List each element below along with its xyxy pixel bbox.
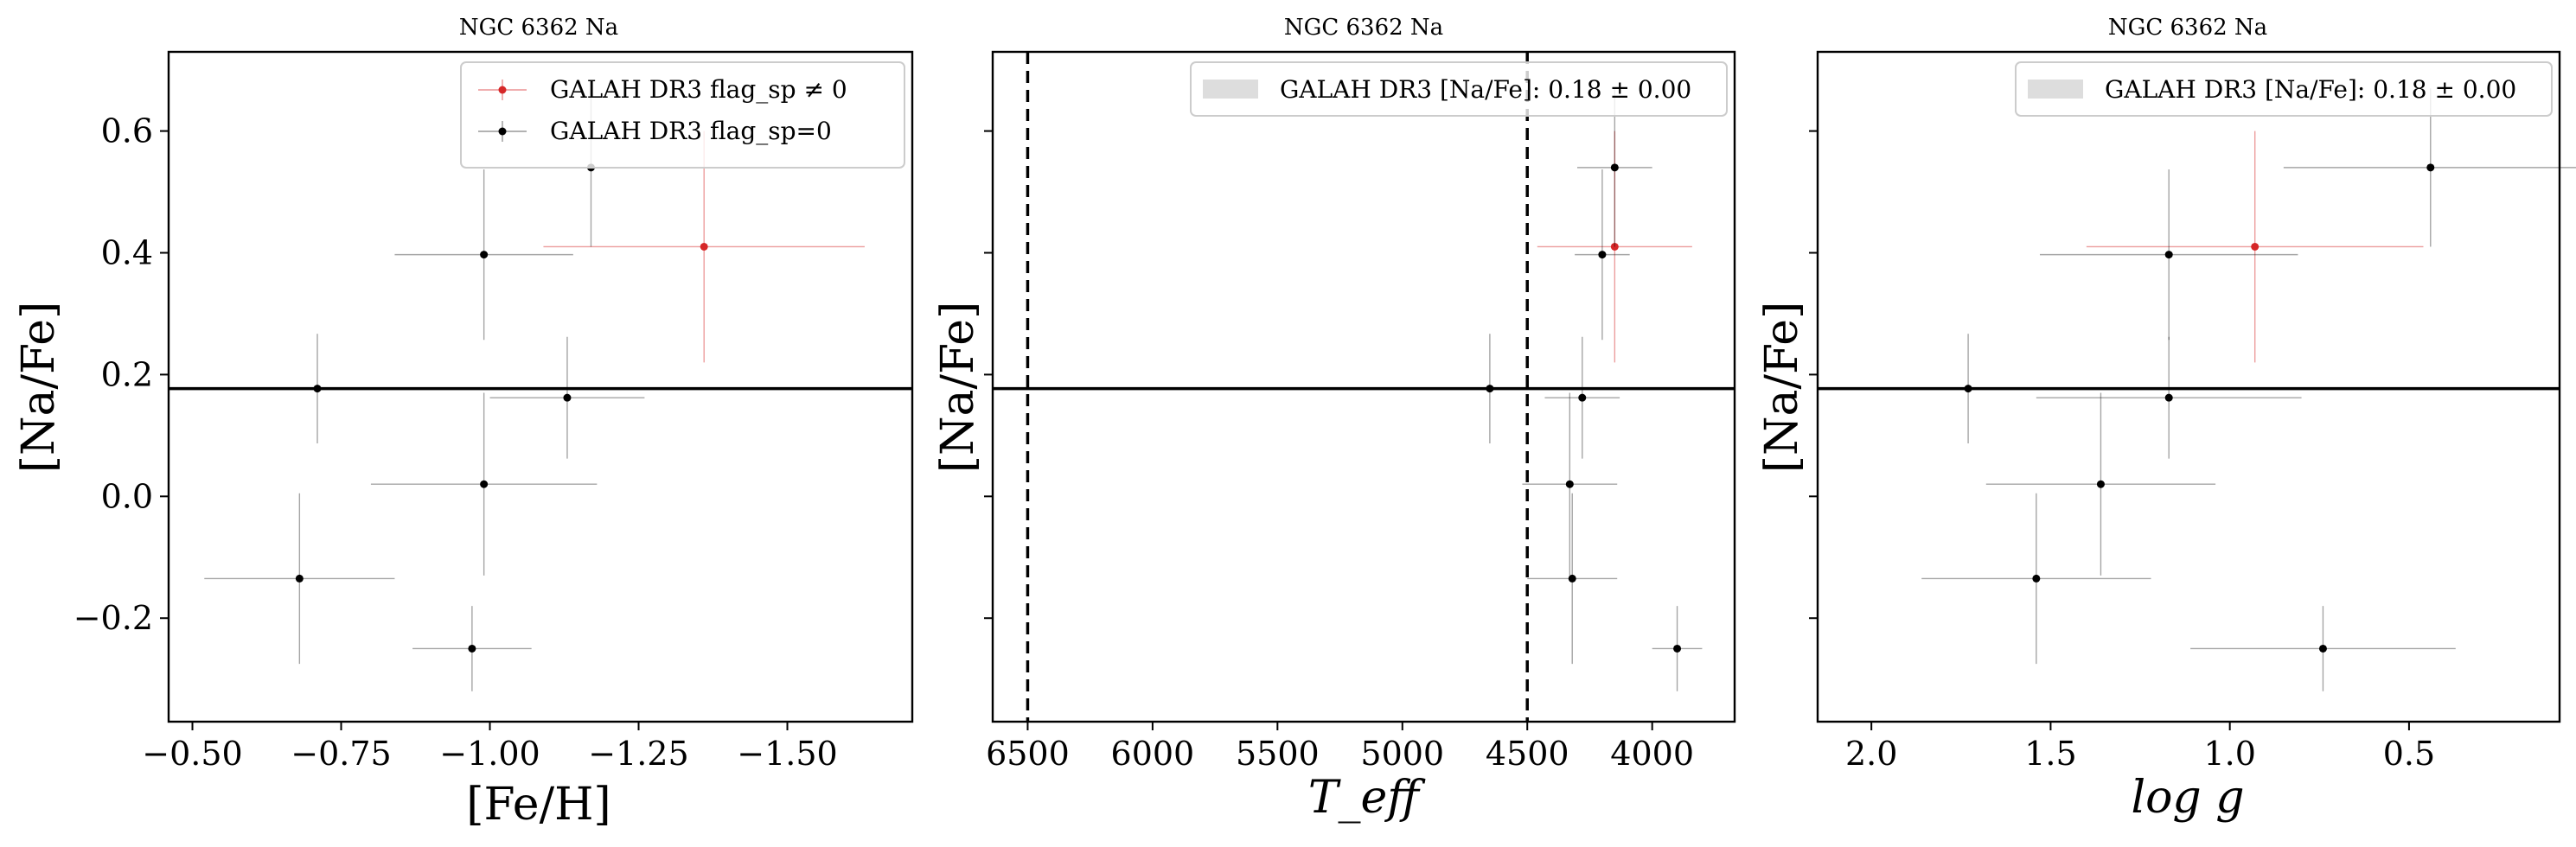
marker xyxy=(313,385,322,393)
marker xyxy=(1486,385,1494,393)
marker xyxy=(295,574,304,583)
y-axis-label: [Na/Fe] xyxy=(932,302,984,474)
panel-title: NGC 6362 Na xyxy=(2108,15,2267,41)
axes-frame xyxy=(991,50,1736,723)
marker xyxy=(2426,163,2435,172)
plot-area xyxy=(993,52,1735,722)
marker xyxy=(563,393,572,402)
x-tick-label: 5500 xyxy=(1236,735,1320,773)
plot-area xyxy=(1818,88,2576,691)
legend-label-band: GALAH DR3 [Na/Fe]: 0.18 ± 0.00 xyxy=(2105,75,2516,104)
marker xyxy=(480,251,489,259)
x-tick-label: 1.0 xyxy=(2203,735,2255,773)
y-axis-label: [Na/Fe] xyxy=(1756,302,1808,474)
marker xyxy=(2164,393,2173,402)
marker xyxy=(1598,251,1607,259)
marker xyxy=(1568,574,1576,583)
marker xyxy=(480,480,489,488)
marker xyxy=(2318,644,2327,653)
x-tick-label: 2.0 xyxy=(1845,735,1897,773)
data-point xyxy=(313,334,322,444)
data-point xyxy=(1486,334,1494,444)
legend: GALAH DR3 flag_sp ≠ 0 GALAH DR3 flag_sp=… xyxy=(460,61,905,169)
x-tick-label: 4500 xyxy=(1486,735,1569,773)
data-point xyxy=(412,606,532,691)
data-point-flagged xyxy=(543,131,865,363)
legend-marker-good xyxy=(478,121,527,142)
data-point xyxy=(1544,336,1620,459)
marker xyxy=(1578,393,1587,402)
data-point xyxy=(1522,392,1618,576)
ticks: −0.50 −0.75 −1.00 −1.25 −1.50 −0.2 0.0 0.2 0.4 0.… xyxy=(74,112,838,773)
panel-logg: NGC 6362 Na 2.0 1.5 1.0 0.5 log g [Na/Fe] G… xyxy=(1756,15,2576,824)
panel-title: NGC 6362 Na xyxy=(1284,15,1443,41)
marker xyxy=(700,242,708,251)
x-tick-label: −1.00 xyxy=(439,735,540,773)
data-point xyxy=(1985,392,2216,576)
marker xyxy=(1964,385,1972,393)
x-axis-label: T_eff xyxy=(1308,772,1426,824)
panel-teff: NGC 6362 Na 6500 6000 5500 5000 4500 4000 T_e… xyxy=(932,15,1736,824)
x-axis-label: log g xyxy=(2131,772,2244,824)
x-tick-label: 6500 xyxy=(986,735,1070,773)
legend-box xyxy=(460,61,905,169)
x-tick-label: 1.5 xyxy=(2024,735,2076,773)
data-point xyxy=(394,169,573,341)
legend-label-band: GALAH DR3 [Na/Fe]: 0.18 ± 0.00 xyxy=(1280,75,1691,104)
data-point xyxy=(1964,334,1972,444)
x-tick-label: 6000 xyxy=(1111,735,1195,773)
legend-band-patch xyxy=(2028,80,2083,99)
legend-marker-flagged xyxy=(478,80,527,100)
marker xyxy=(1673,644,1682,653)
legend-band-patch xyxy=(1203,80,1258,99)
data-point xyxy=(2039,169,2298,341)
x-tick-label: 0.5 xyxy=(2383,735,2435,773)
plot-area xyxy=(169,88,912,691)
marker xyxy=(1610,163,1619,172)
axes-frame xyxy=(1816,50,2561,723)
marker xyxy=(2251,242,2260,251)
data-point xyxy=(2190,606,2456,691)
x-tick-label: −0.75 xyxy=(291,735,391,773)
data-point xyxy=(2036,336,2302,459)
legend: GALAH DR3 [Na/Fe]: 0.18 ± 0.00 xyxy=(2015,61,2553,117)
ticks: 6500 6000 5500 5000 4500 4000 xyxy=(984,130,1694,773)
x-tick-label: 5000 xyxy=(1360,735,1444,773)
legend: GALAH DR3 [Na/Fe]: 0.18 ± 0.00 xyxy=(1190,61,1728,117)
data-point xyxy=(1575,169,1630,341)
legend-label-good: GALAH DR3 flag_sp=0 xyxy=(550,117,832,145)
data-point xyxy=(1527,493,1618,665)
marker xyxy=(2164,251,2173,259)
y-tick-label: 0.4 xyxy=(101,234,153,272)
marker xyxy=(1610,242,1619,251)
x-axis-label: [Fe/H] xyxy=(466,779,610,831)
x-tick-label: −1.25 xyxy=(588,735,688,773)
y-axis-label: [Na/Fe] xyxy=(13,302,65,474)
data-point xyxy=(370,392,598,576)
x-tick-label: −0.50 xyxy=(142,735,242,773)
ticks: 2.0 1.5 1.0 0.5 xyxy=(1809,130,2435,773)
data-point-flagged xyxy=(2086,131,2424,363)
y-tick-label: 0.6 xyxy=(101,112,153,150)
y-tick-label: 0.2 xyxy=(101,355,153,393)
data-point xyxy=(204,493,395,665)
data-point xyxy=(489,336,645,459)
legend-label-flagged: GALAH DR3 flag_sp ≠ 0 xyxy=(550,75,847,104)
x-tick-label: −1.50 xyxy=(737,735,837,773)
axes-frame xyxy=(167,50,914,723)
data-point xyxy=(1652,606,1703,691)
marker xyxy=(1565,480,1574,488)
marker xyxy=(2032,574,2041,583)
legend-box xyxy=(1190,61,1728,117)
y-tick-label: 0.0 xyxy=(101,477,153,515)
x-tick-label: 4000 xyxy=(1610,735,1694,773)
data-point xyxy=(1921,493,2151,665)
panel-title: NGC 6362 Na xyxy=(459,15,618,41)
marker xyxy=(2096,480,2105,488)
y-tick-label: −0.2 xyxy=(74,599,153,637)
legend-box xyxy=(2015,61,2553,117)
panel-feh: NGC 6362 Na −0.50 −0.75 −1.00 −1.25 −1.50−0.… xyxy=(13,15,914,831)
marker xyxy=(468,644,476,653)
